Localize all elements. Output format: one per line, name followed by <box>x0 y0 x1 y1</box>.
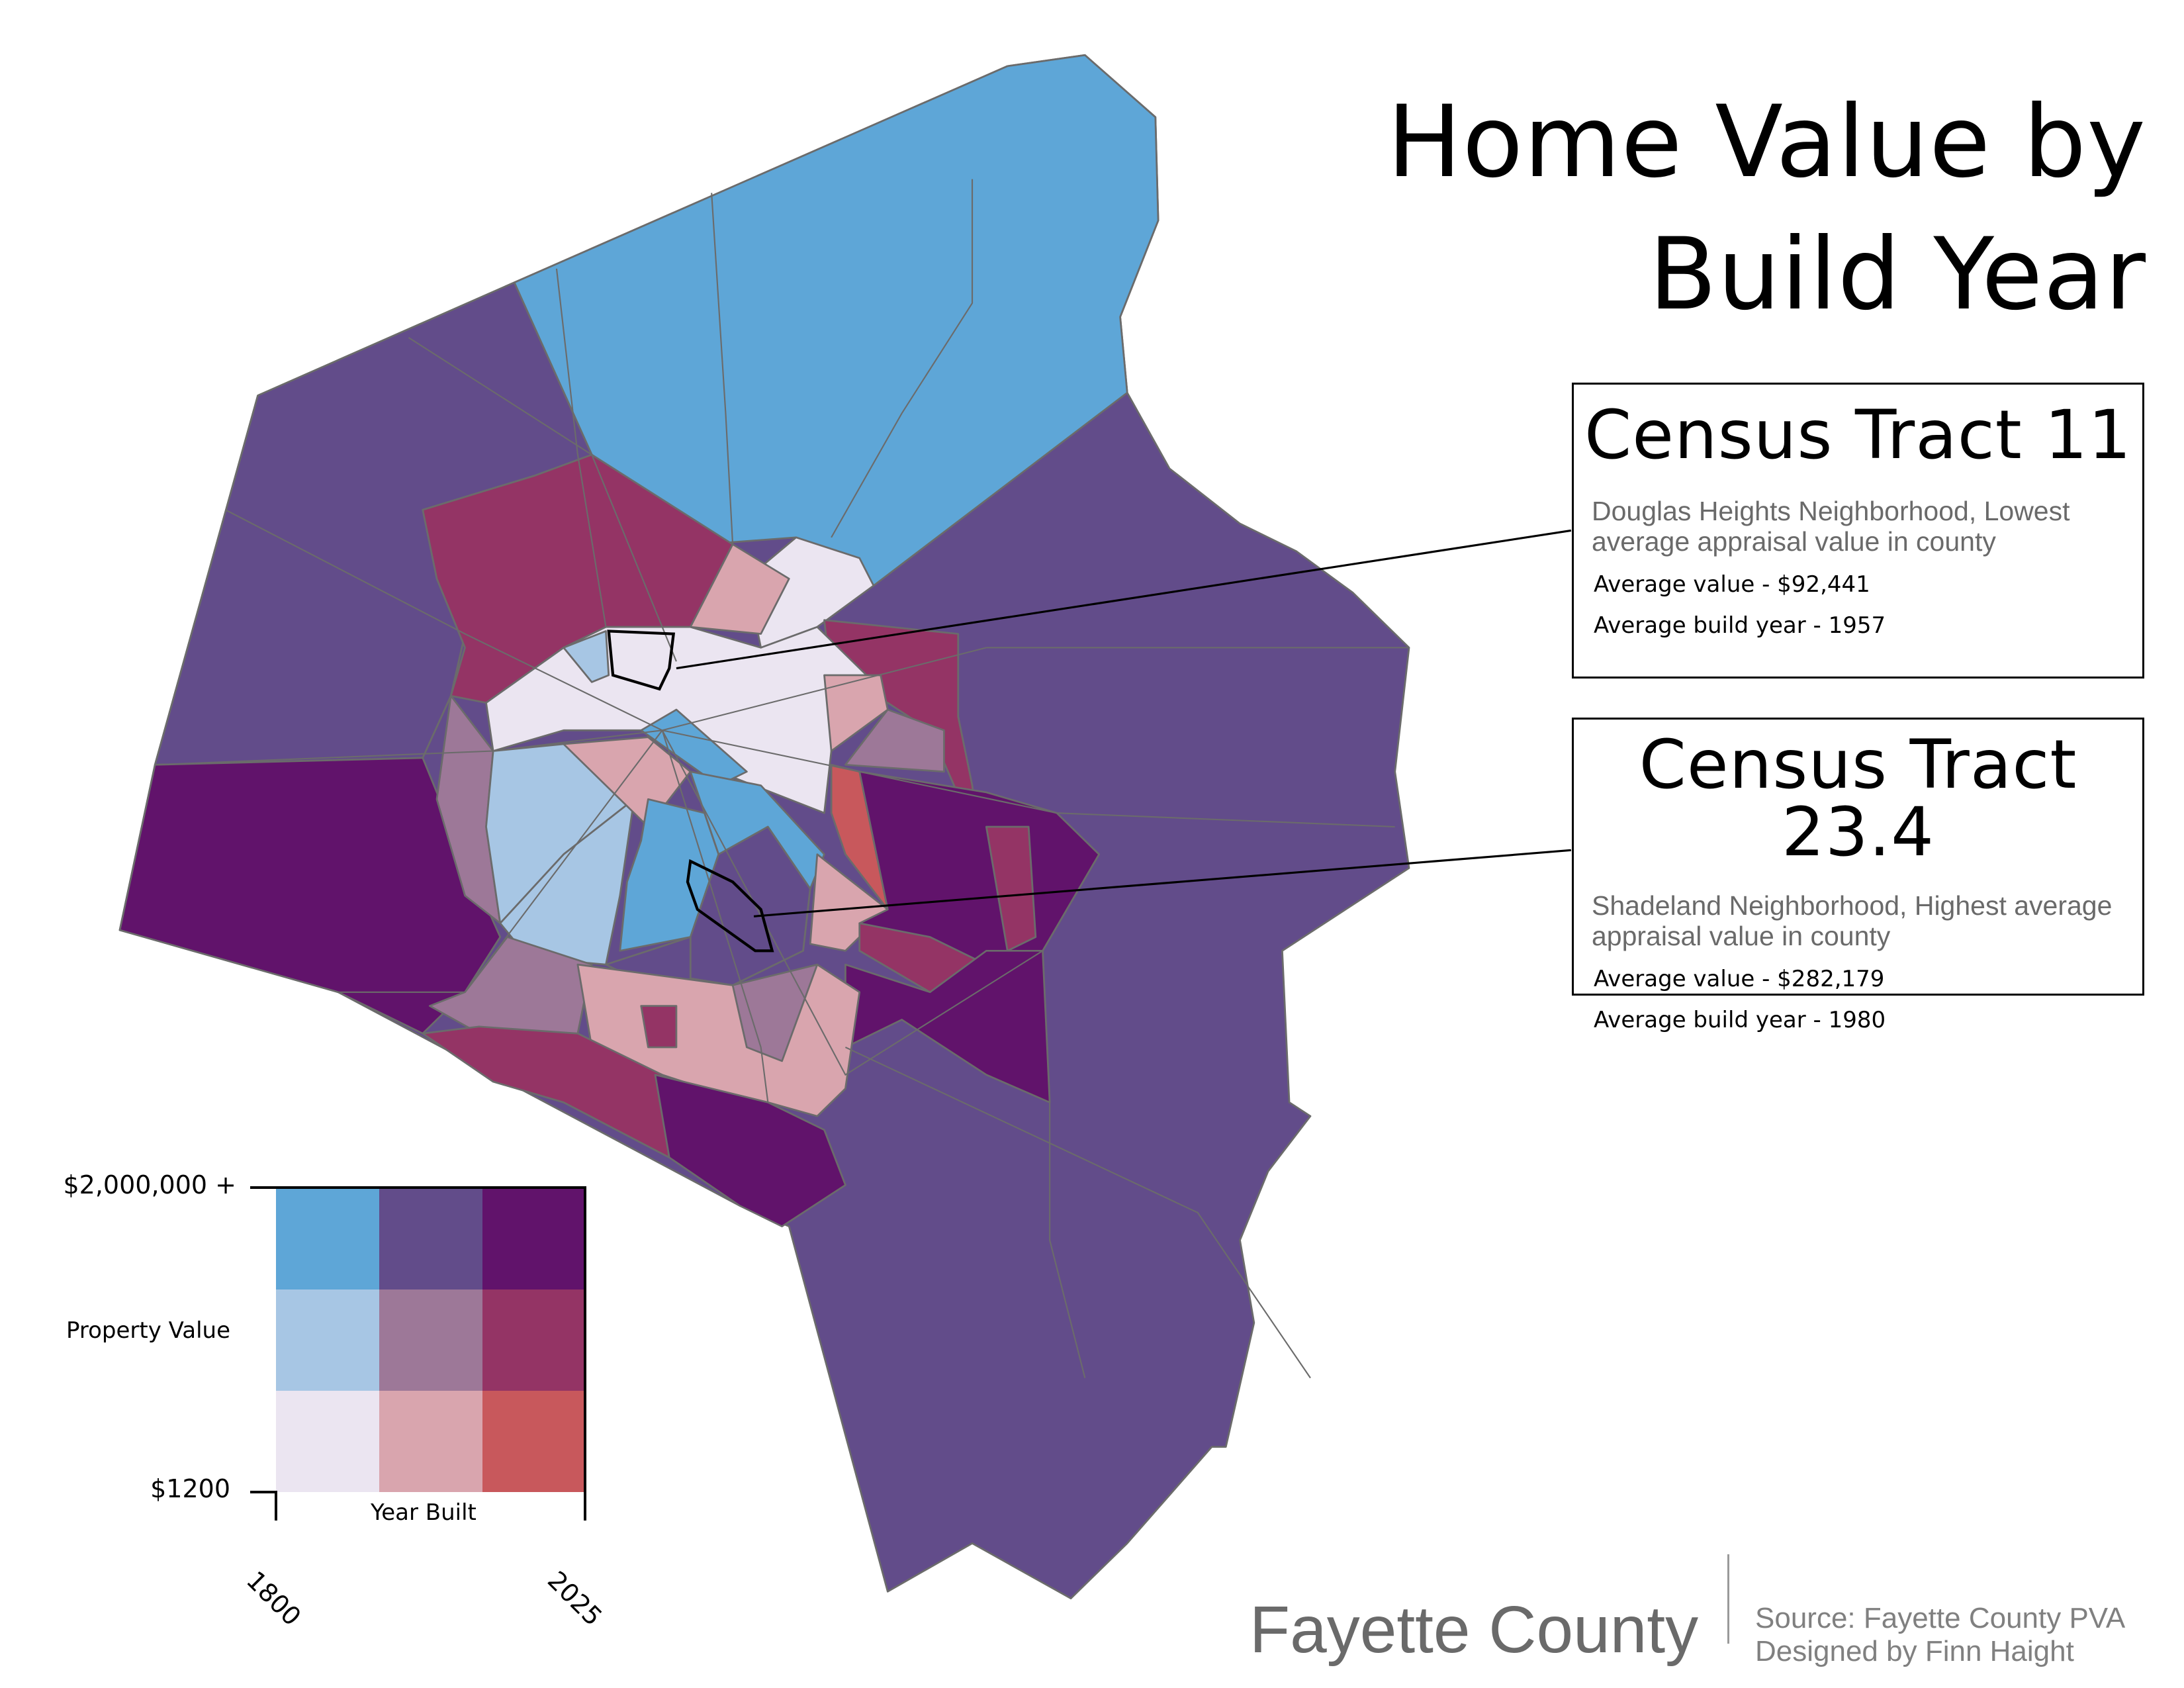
tract-east-maroon-small <box>985 825 1037 952</box>
footer-credit: Designed by Finn Haight <box>1755 1635 2074 1667</box>
legend-y-min-label: $1200 <box>150 1474 230 1503</box>
legend-cell-new-mid <box>482 1289 586 1391</box>
road-lines <box>155 179 1410 1379</box>
callout-average-value: Average value - $282,179 <box>1594 966 1885 992</box>
legend-right-axis <box>584 1186 586 1521</box>
legend-cell-old-low <box>276 1391 379 1492</box>
footer-source: Source: Fayette County PVA <box>1755 1602 2126 1634</box>
legend-cell-old-mid <box>276 1289 379 1391</box>
legend-cell-new-high <box>482 1188 586 1289</box>
callout-census-tract-23-4: Census Tract 23.4 Shadeland Neighborhood… <box>1572 718 2144 1033</box>
legend-cell-new-low <box>482 1391 586 1492</box>
census-tract-11-outline <box>607 630 676 691</box>
legend-cell-mid-mid <box>379 1289 482 1391</box>
legend-x-axis-label: Year Built <box>371 1499 477 1526</box>
map-title-line-2: Build Year <box>1649 217 2146 332</box>
footer-county-name: Fayette County <box>1250 1593 1699 1667</box>
legend-cell-mid-high <box>379 1188 482 1289</box>
callout-average-build-year: Average build year - 1980 <box>1594 1007 1886 1033</box>
tract-south-mauve-2 <box>731 963 819 1062</box>
legend-y-max-label: $2,000,000 + <box>63 1170 237 1199</box>
legend-y-axis-label: Property Value <box>66 1317 230 1344</box>
tract-south-dark <box>654 1074 846 1228</box>
map-title-line-1: Home Value by <box>1387 85 2146 200</box>
callout-average-value: Average value - $92,441 <box>1594 571 1870 598</box>
tract-south-maroon-small <box>640 1005 678 1049</box>
leader-line-tract-11 <box>676 529 1572 670</box>
callout-description: Shadeland Neighborhood, Highest average … <box>1592 890 2113 951</box>
legend-bottom-tick <box>250 1491 277 1493</box>
legend-cell-mid-low <box>379 1391 482 1492</box>
callout-average-build-year: Average build year - 1957 <box>1594 612 1886 639</box>
legend-left-tick <box>275 1491 277 1521</box>
callout-title: Census Tract 11 <box>1584 396 2132 475</box>
legend-top-axis <box>250 1186 586 1189</box>
callout-census-tract-11: Census Tract 11 Douglas Heights Neighbor… <box>1572 383 2144 679</box>
tract-downtown-blue-small <box>563 630 610 683</box>
legend-cell-old-high <box>276 1188 379 1289</box>
callout-description: Douglas Heights Neighborhood, Lowest ave… <box>1592 496 2070 557</box>
leader-line-tract-23-4 <box>753 849 1572 917</box>
census-tract-23-4-outline <box>686 859 774 953</box>
footer-divider <box>1727 1554 1729 1644</box>
tract-east-mauve <box>844 708 945 773</box>
callout-title: Census Tract 23.4 <box>1639 726 2077 872</box>
tract-north-pink <box>689 543 790 635</box>
